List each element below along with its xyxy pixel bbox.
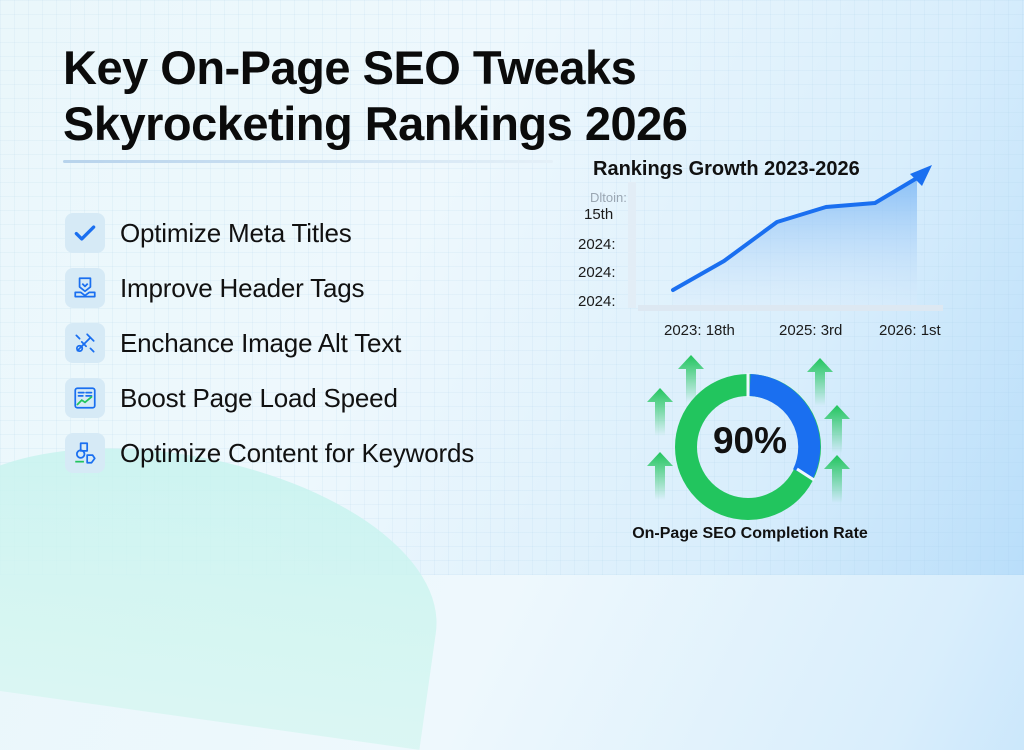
up-arrow-icon xyxy=(824,405,850,453)
tweak-label: Improve Header Tags xyxy=(120,272,365,303)
tweak-label: Optimize Meta Titles xyxy=(120,217,352,248)
line-area-fill xyxy=(673,178,917,305)
y-axis-line xyxy=(628,182,636,308)
tweak-item-image-alt[interactable]: Enchance Image Alt Text xyxy=(65,323,474,363)
up-arrow-icon xyxy=(678,355,704,403)
speed-report-icon xyxy=(65,378,105,418)
trend-arrow-head-icon xyxy=(910,165,932,186)
title-line-1: Key On-Page SEO Tweaks xyxy=(63,41,637,94)
header-tag-icon xyxy=(65,268,105,308)
tweaks-list: Optimize Meta Titles Improve Header Tags… xyxy=(65,213,474,488)
tweak-item-header-tags[interactable]: Improve Header Tags xyxy=(65,268,474,308)
up-arrow-icon xyxy=(807,358,833,406)
x-axis-line xyxy=(638,305,943,311)
checkmark-icon xyxy=(65,213,105,253)
title-line-2: Skyrocketing Rankings 2026 xyxy=(63,97,688,150)
tweak-item-keywords[interactable]: Optimize Content for Keywords xyxy=(65,433,474,473)
tweak-label: Boost Page Load Speed xyxy=(120,382,398,413)
page-title: Key On-Page SEO Tweaks Skyrocketing Rank… xyxy=(63,40,688,152)
up-arrow-icon xyxy=(647,388,673,436)
x-tick: 2023: 18th xyxy=(664,322,735,339)
rank-line xyxy=(671,176,919,292)
donut-caption: On-Page SEO Completion Rate xyxy=(632,525,868,542)
y-tick: 2024: xyxy=(578,293,616,310)
completion-donut xyxy=(675,373,821,520)
title-divider xyxy=(63,160,553,163)
image-tag-icon xyxy=(65,323,105,363)
up-arrow-icon xyxy=(824,455,850,503)
y-axis-label: Dltoin: xyxy=(590,190,627,205)
donut-blue-segment xyxy=(749,374,821,479)
completion-percent: 90% xyxy=(712,420,788,461)
x-tick: 2026: 1st xyxy=(879,322,941,339)
x-tick: 2025: 3rd xyxy=(779,322,843,339)
y-tick: 2024: xyxy=(578,236,616,253)
tweak-label: Optimize Content for Keywords xyxy=(120,437,475,468)
y-tick: 15th xyxy=(584,206,614,223)
line-chart-title: Rankings Growth 2023-2026 xyxy=(593,158,860,180)
tweak-item-meta-titles[interactable]: Optimize Meta Titles xyxy=(65,213,474,253)
keyword-content-icon xyxy=(65,433,105,473)
line-chart xyxy=(628,165,943,311)
tweak-label: Enchance Image Alt Text xyxy=(120,327,402,358)
y-tick: 2024: xyxy=(578,264,616,281)
tweak-item-page-speed[interactable]: Boost Page Load Speed xyxy=(65,378,474,418)
up-arrow-icon xyxy=(647,452,673,500)
